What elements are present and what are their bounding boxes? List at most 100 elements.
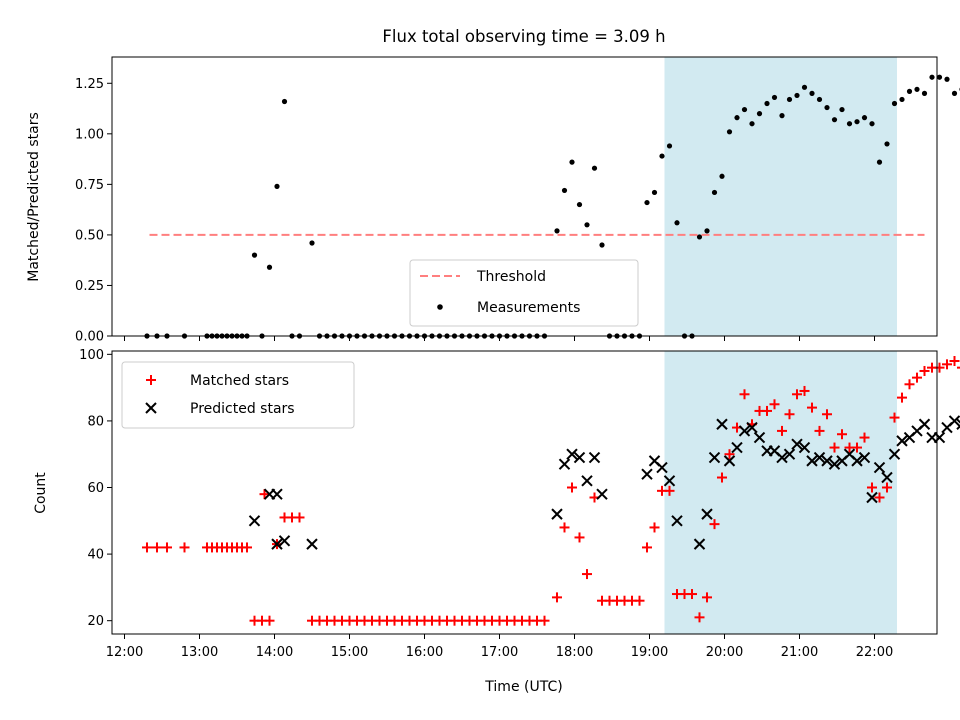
legend-matched-label: Matched stars bbox=[190, 373, 289, 389]
measurement-point bbox=[786, 96, 793, 103]
predicted-star-point bbox=[278, 535, 291, 547]
matched-star-point bbox=[934, 362, 945, 373]
predicted-star-point bbox=[588, 451, 601, 464]
top-y-tick-label: 0.50 bbox=[75, 228, 104, 243]
measurement-point bbox=[584, 222, 590, 228]
matched-star-point bbox=[694, 612, 705, 623]
predicted-star-point bbox=[271, 488, 283, 500]
matched-star-point bbox=[642, 542, 652, 553]
matched-star-point bbox=[574, 532, 585, 543]
matched-star-point bbox=[867, 482, 877, 493]
matched-star-point bbox=[949, 355, 960, 366]
matched-star-point bbox=[874, 492, 885, 503]
bottom-y-axis-label: Count bbox=[33, 472, 49, 514]
matched-star-point bbox=[702, 592, 712, 603]
legend-matched-swatch bbox=[146, 375, 156, 385]
matched-star-point bbox=[294, 512, 305, 523]
predicted-star-point bbox=[821, 455, 833, 467]
predicted-star-point bbox=[566, 448, 578, 460]
legend-measurements-label: Measurements bbox=[477, 300, 580, 316]
measurement-point bbox=[659, 153, 665, 159]
matched-star-point bbox=[162, 542, 172, 553]
matched-star-point bbox=[792, 389, 802, 400]
matched-star-point bbox=[904, 379, 915, 390]
measurement-point bbox=[906, 88, 913, 94]
measurement-point bbox=[309, 240, 315, 246]
predicted-star-point bbox=[791, 438, 803, 450]
measurement-point bbox=[274, 183, 280, 189]
predicted-star-point bbox=[671, 515, 683, 527]
predicted-star-point bbox=[656, 461, 668, 474]
matched-star-point bbox=[799, 385, 810, 396]
bottom-panel: 20 40 60 80 100 12:00 13:00 14:00 15:00 16:00 17:… bbox=[33, 348, 960, 695]
matched-star-point bbox=[582, 569, 592, 580]
measurement-point bbox=[771, 94, 778, 101]
measurement-point bbox=[809, 90, 815, 96]
x-tick-label: 14:00 bbox=[256, 645, 293, 660]
matched-star-point bbox=[739, 389, 750, 400]
matched-star-point bbox=[142, 542, 152, 553]
matched-star-point bbox=[762, 405, 772, 416]
predicted-star-point bbox=[581, 475, 593, 487]
predicted-star-point bbox=[708, 451, 721, 464]
bottom-plot-frame bbox=[111, 350, 938, 635]
predicted-star-point bbox=[858, 451, 871, 464]
measurement-point bbox=[831, 117, 838, 123]
matched-star-point bbox=[687, 589, 697, 600]
predicted-star-point bbox=[813, 451, 826, 464]
matched-star-point bbox=[822, 409, 832, 420]
legend-measurements-swatch bbox=[437, 304, 443, 310]
predicted-star-point bbox=[888, 448, 901, 460]
predicted-star-point bbox=[873, 461, 886, 474]
measurement-point bbox=[921, 90, 928, 96]
predicted-star-point bbox=[948, 415, 960, 427]
matched-star-point bbox=[264, 615, 275, 626]
legend-predicted-swatch bbox=[145, 402, 157, 414]
predicted-star-point bbox=[933, 431, 946, 444]
legend-predicted-label: Predicted stars bbox=[190, 401, 295, 417]
predicted-star-point bbox=[716, 418, 728, 430]
measurement-point bbox=[741, 106, 748, 113]
measurement-point bbox=[281, 98, 288, 105]
top-shaded-region bbox=[664, 57, 897, 336]
measurement-point bbox=[884, 141, 890, 147]
matched-star-point bbox=[897, 392, 907, 403]
matched-star-point bbox=[539, 615, 550, 626]
top-legend: Threshold Measurements bbox=[409, 259, 639, 327]
predicted-star-point bbox=[753, 431, 766, 444]
matched-star-point bbox=[889, 412, 900, 423]
matched-star-point bbox=[829, 442, 840, 453]
top-y-tick-label: 1.25 bbox=[75, 77, 104, 92]
measurement-point bbox=[569, 159, 575, 165]
measurement-point bbox=[666, 143, 673, 149]
measurement-point bbox=[854, 119, 860, 125]
measurement-point bbox=[824, 104, 830, 111]
measurement-point bbox=[749, 121, 755, 127]
top-y-axis-ticks: 0.00 0.25 0.50 0.75 1.00 1.25 bbox=[75, 77, 112, 345]
predicted-star-point bbox=[573, 451, 586, 464]
measurement-point bbox=[756, 111, 763, 117]
bottom-y-axis-ticks: 20 40 60 80 100 bbox=[79, 348, 112, 629]
predicted-star-point bbox=[783, 448, 796, 460]
bottom-y-tick-label: 20 bbox=[87, 614, 104, 629]
bottom-legend-box bbox=[121, 361, 355, 429]
predicted-star-point bbox=[896, 435, 908, 447]
predicted-star-point bbox=[866, 491, 878, 504]
predicted-star-point bbox=[881, 471, 893, 484]
matched-star-point bbox=[709, 519, 720, 530]
predicted-star-point bbox=[663, 475, 676, 487]
predicted-star-point bbox=[693, 538, 706, 550]
x-tick-label: 17:00 bbox=[481, 645, 518, 660]
matched-star-point bbox=[552, 592, 562, 603]
bottom-legend: Matched stars Predicted stars bbox=[121, 361, 355, 429]
measurement-point bbox=[869, 121, 875, 127]
x-tick-label: 13:00 bbox=[181, 645, 218, 660]
predicted-star-point bbox=[596, 488, 608, 500]
top-y-tick-label: 0.00 bbox=[75, 330, 104, 345]
measurement-point bbox=[726, 129, 733, 135]
bottom-y-tick-label: 40 bbox=[87, 548, 104, 563]
measurement-point bbox=[651, 189, 658, 196]
matched-star-point bbox=[724, 449, 735, 460]
predicted-stars-points bbox=[248, 415, 960, 550]
legend-threshold-label: Threshold bbox=[476, 269, 546, 285]
